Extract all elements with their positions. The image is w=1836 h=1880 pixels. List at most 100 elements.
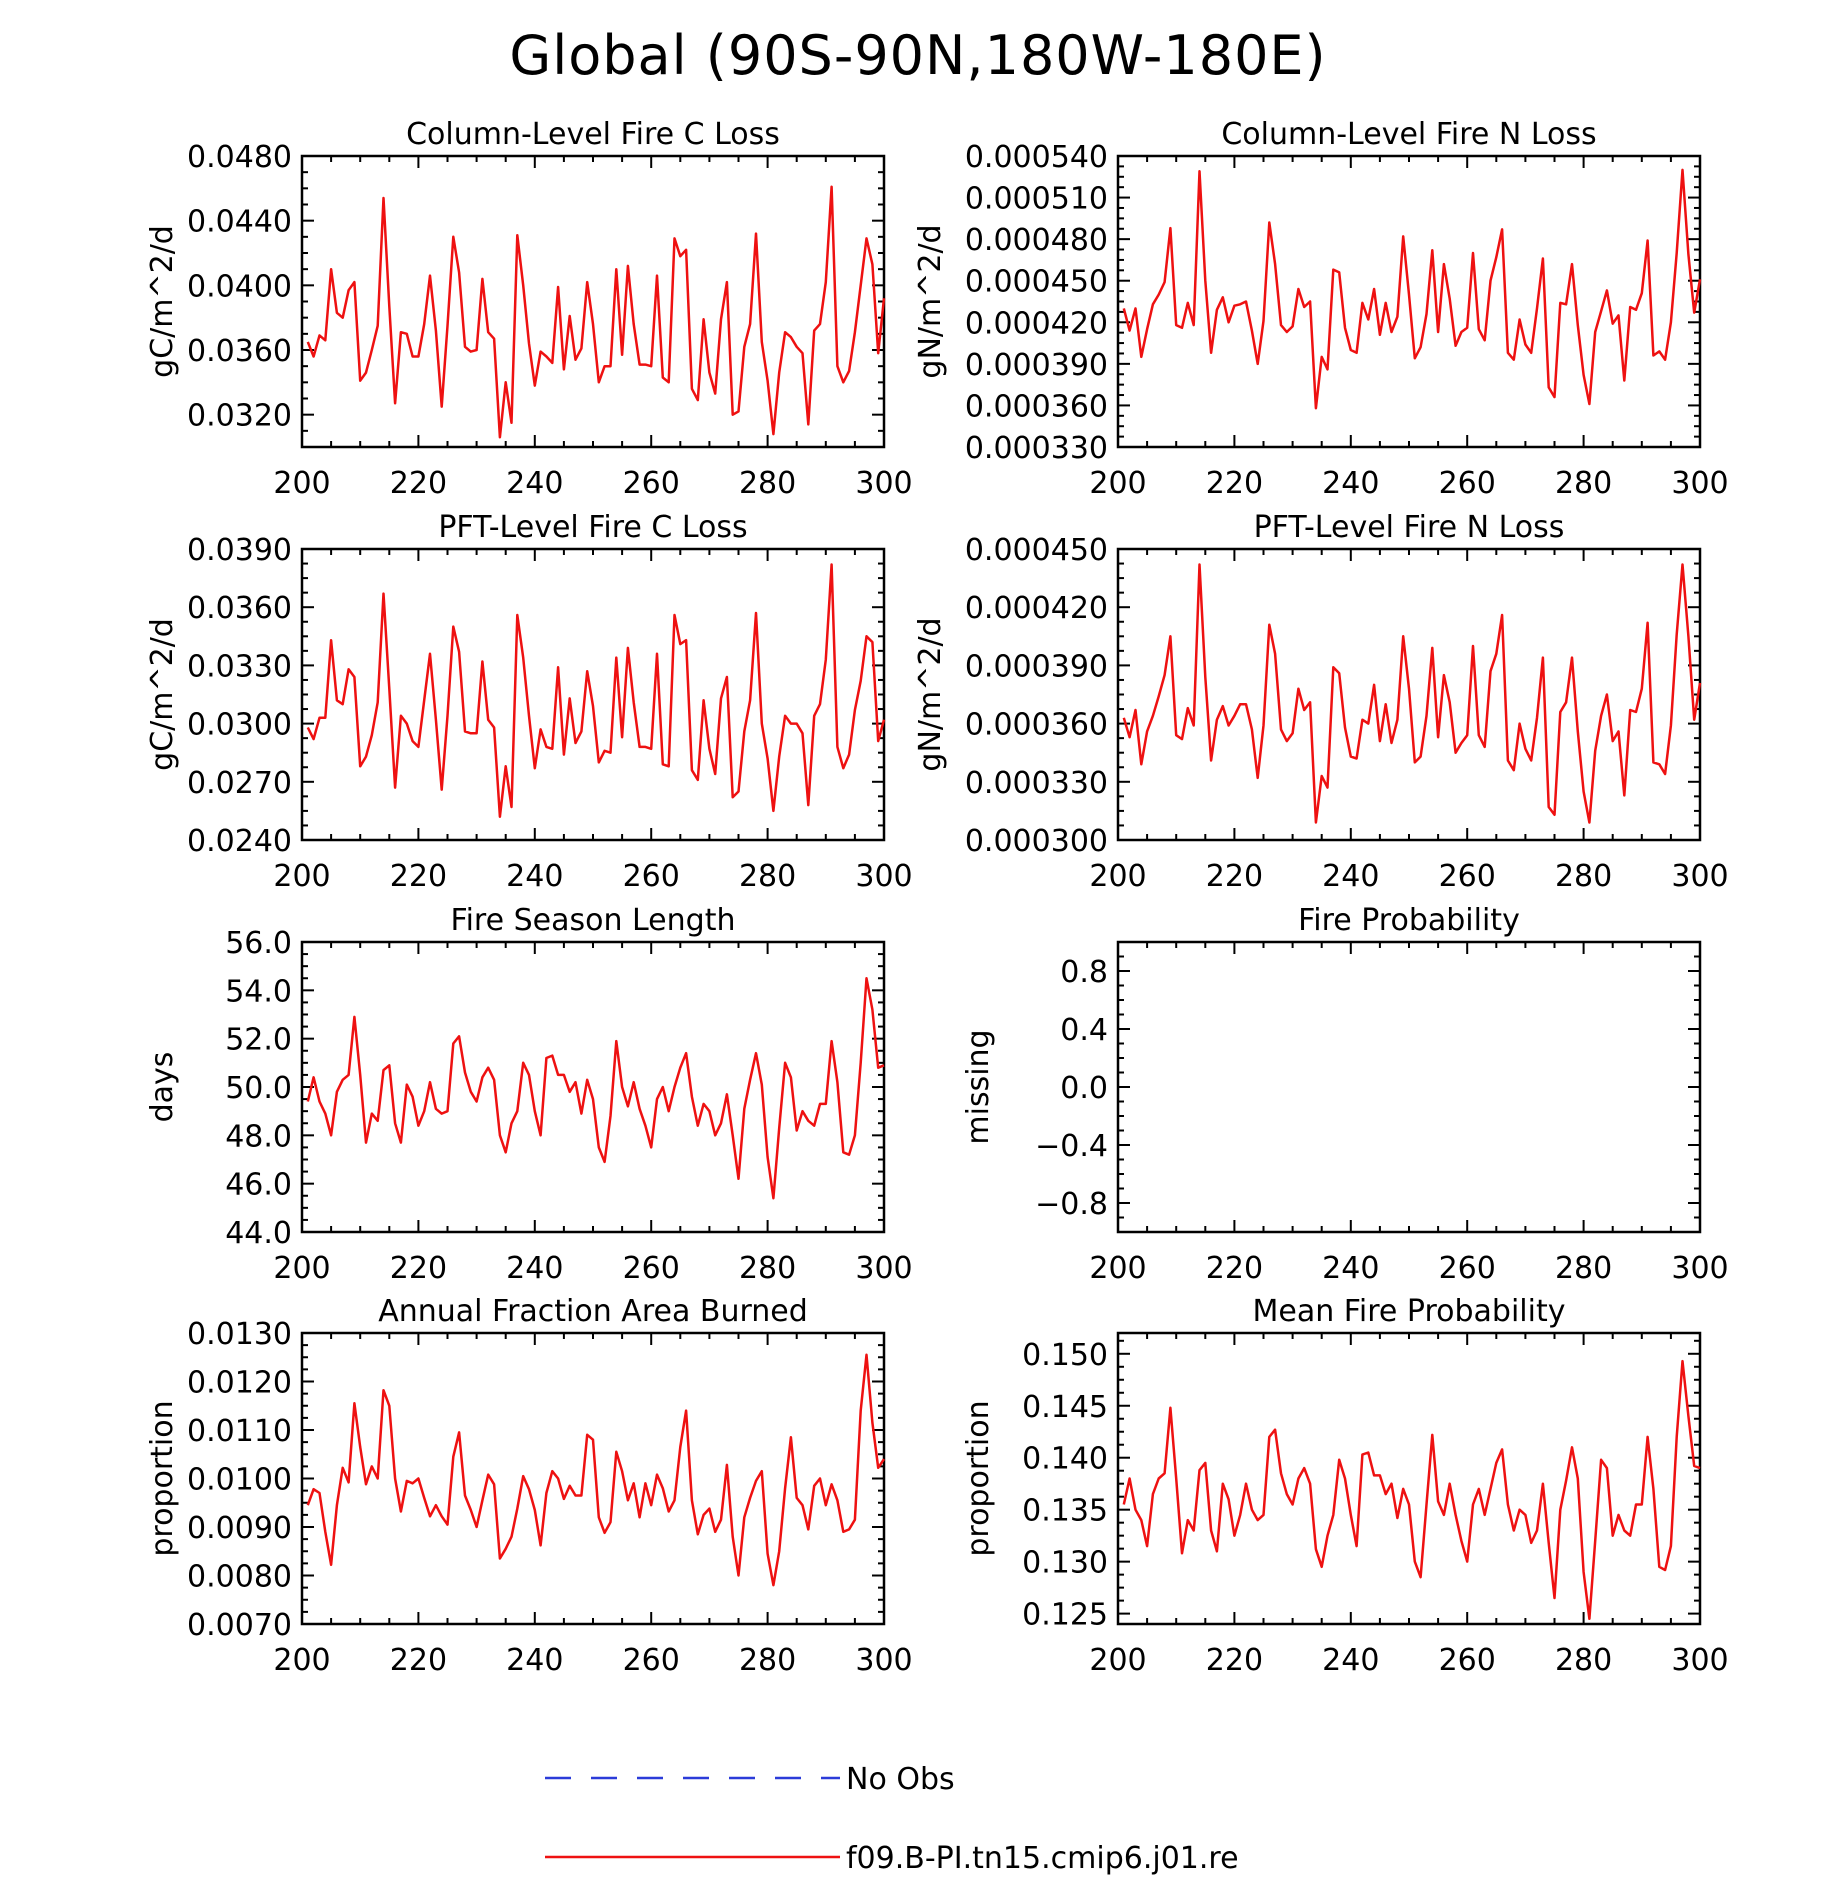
x-tick-label: 200 <box>1089 859 1146 894</box>
y-tick-label: 0.0120 <box>187 1366 292 1401</box>
y-axis-label: proportion <box>145 1400 180 1556</box>
series-line-0 <box>306 1353 886 1587</box>
panel-title: PFT-Level Fire N Loss <box>1254 510 1565 545</box>
x-tick-label: 240 <box>506 1643 563 1678</box>
x-tick-label: 260 <box>623 466 680 501</box>
x-tick-label: 280 <box>739 1643 796 1678</box>
y-tick-label: 50.0 <box>225 1071 292 1106</box>
y-tick-label: 0.135 <box>1022 1494 1108 1529</box>
y-tick-label: 0.000480 <box>965 223 1108 258</box>
y-tick-label: 0.0 <box>1060 1071 1108 1106</box>
x-tick-label: 300 <box>1671 859 1728 894</box>
panel-title: Fire Season Length <box>451 903 736 938</box>
plot-frame <box>1116 940 1702 1234</box>
y-axis-label: missing <box>961 1029 996 1144</box>
x-tick-label: 240 <box>1322 1643 1379 1678</box>
y-axis-label: gN/m^2/d <box>913 224 948 378</box>
x-tick-label: 300 <box>1671 1251 1728 1286</box>
legend: No Obs f09.B-PI.tn15.cmip6.j01.re <box>545 1762 1239 1876</box>
x-tick-label: 280 <box>739 1251 796 1286</box>
y-tick-label: 0.0090 <box>187 1511 292 1546</box>
x-tick-label: 220 <box>390 1251 447 1286</box>
panel-title: Annual Fraction Area Burned <box>378 1294 808 1329</box>
series-line-0 <box>1122 1359 1701 1621</box>
y-tick-label: −0.8 <box>1035 1187 1108 1222</box>
y-tick-label: 0.4 <box>1060 1013 1108 1048</box>
x-tick-label: 300 <box>1671 466 1728 501</box>
x-tick-label: 260 <box>1439 859 1496 894</box>
y-tick-label: 52.0 <box>225 1023 292 1058</box>
x-tick-label: 200 <box>273 1643 330 1678</box>
x-tick-label: 300 <box>855 1643 912 1678</box>
y-tick-label: 0.0270 <box>187 766 292 801</box>
x-tick-label: 300 <box>855 466 912 501</box>
x-tick-label: 260 <box>1439 1643 1496 1678</box>
y-tick-label: 0.000330 <box>965 431 1108 466</box>
y-tick-label: 48.0 <box>225 1119 292 1154</box>
y-tick-label: 0.150 <box>1022 1338 1108 1373</box>
panel-title: Column-Level Fire N Loss <box>1221 117 1596 152</box>
x-tick-label: 200 <box>273 466 330 501</box>
y-tick-label: 0.140 <box>1022 1442 1108 1477</box>
y-tick-label: 0.0080 <box>187 1560 292 1595</box>
y-tick-label: 0.0300 <box>187 708 292 743</box>
panel-title: Fire Probability <box>1298 903 1520 938</box>
x-tick-label: 300 <box>1671 1643 1728 1678</box>
panel-annual-fraction-area-burned: Annual Fraction Area Burned 200 220 240 260 2… <box>145 1294 913 1678</box>
x-tick-label: 280 <box>1555 859 1612 894</box>
x-tick-label: 200 <box>273 1251 330 1286</box>
y-tick-label: 0.000420 <box>965 306 1108 341</box>
y-tick-label: 0.000360 <box>965 708 1108 743</box>
y-tick-label: 0.0240 <box>187 824 292 859</box>
y-tick-label: 0.000450 <box>965 265 1108 300</box>
y-tick-label: −0.4 <box>1035 1129 1108 1164</box>
x-tick-label: 260 <box>623 859 680 894</box>
y-tick-label: 0.0130 <box>187 1317 292 1352</box>
x-tick-label: 220 <box>390 466 447 501</box>
panel-title: Mean Fire Probability <box>1253 1294 1566 1329</box>
x-tick-label: 300 <box>855 1251 912 1286</box>
y-tick-label: 0.0480 <box>187 140 292 175</box>
panel-column-level-fire-n-loss: Column-Level Fire N Loss 200 220 240 260 280 3… <box>913 117 1729 501</box>
legend-label-model: f09.B-PI.tn15.cmip6.j01.re <box>846 1841 1239 1876</box>
y-axis-label: days <box>145 1052 180 1123</box>
y-tick-label: 0.0360 <box>187 591 292 626</box>
y-tick-label: 0.0110 <box>187 1414 292 1449</box>
x-tick-label: 240 <box>1322 466 1379 501</box>
x-tick-label: 220 <box>1206 1251 1263 1286</box>
x-tick-label: 260 <box>623 1251 680 1286</box>
y-tick-label: 0.8 <box>1060 955 1108 990</box>
x-tick-label: 280 <box>1555 1251 1612 1286</box>
y-tick-label: 0.130 <box>1022 1546 1108 1581</box>
y-tick-label: 46.0 <box>225 1168 292 1203</box>
y-tick-label: 0.0070 <box>187 1608 292 1643</box>
x-tick-label: 220 <box>1206 466 1263 501</box>
panel-pft-level-fire-n-loss: PFT-Level Fire N Loss 200 220 240 260 280 300 0… <box>913 510 1729 894</box>
panel-fire-season-length: Fire Season Length 200 220 240 260 280 300 44.0… <box>145 903 913 1286</box>
x-tick-label: 260 <box>623 1643 680 1678</box>
y-tick-label: 0.0390 <box>187 533 292 568</box>
panel-column-level-fire-c-loss: Column-Level Fire C Loss 200 220 240 260 280 3… <box>145 117 913 501</box>
panel-mean-fire-probability: Mean Fire Probability 200 220 240 260 280 300 0… <box>961 1294 1729 1678</box>
x-tick-label: 240 <box>1322 1251 1379 1286</box>
y-tick-label: 0.000360 <box>965 389 1108 424</box>
panel-title: Column-Level Fire C Loss <box>406 117 780 152</box>
y-tick-label: 0.000420 <box>965 591 1108 626</box>
x-tick-label: 200 <box>1089 1643 1146 1678</box>
y-axis-label: gC/m^2/d <box>145 618 180 771</box>
plot-frame <box>300 940 886 1234</box>
y-tick-label: 0.0100 <box>187 1463 292 1498</box>
plot-frame <box>300 1331 886 1626</box>
y-tick-label: 0.000540 <box>965 140 1108 175</box>
plot-frame <box>1116 1331 1702 1626</box>
x-tick-label: 260 <box>1439 1251 1496 1286</box>
x-tick-label: 220 <box>1206 859 1263 894</box>
y-tick-label: 0.0360 <box>187 334 292 369</box>
x-tick-label: 240 <box>506 466 563 501</box>
x-tick-label: 220 <box>390 1643 447 1678</box>
y-tick-label: 0.000510 <box>965 182 1108 217</box>
x-tick-label: 280 <box>1555 1643 1612 1678</box>
y-tick-label: 44.0 <box>225 1216 292 1251</box>
series-line-0 <box>1122 563 1702 824</box>
